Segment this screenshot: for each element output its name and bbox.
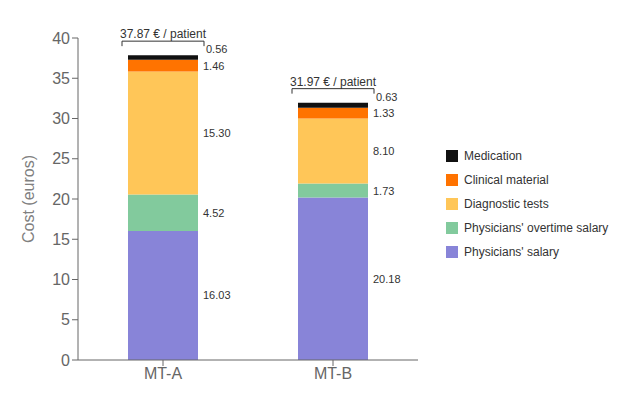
svg-text:35: 35 bbox=[52, 70, 70, 87]
svg-text:10: 10 bbox=[52, 271, 70, 288]
svg-text:37.87 € / patient: 37.87 € / patient bbox=[120, 27, 207, 41]
svg-text:0.63: 0.63 bbox=[376, 91, 397, 103]
svg-text:0.56: 0.56 bbox=[206, 43, 227, 55]
svg-text:8.10: 8.10 bbox=[373, 145, 394, 157]
svg-text:30: 30 bbox=[52, 110, 70, 127]
html-text:Clinical material: Clinical material bbox=[464, 173, 549, 187]
html-text:Physicians' salary: Physicians' salary bbox=[464, 245, 559, 259]
svg-text:20: 20 bbox=[52, 191, 70, 208]
svg-text:20.18: 20.18 bbox=[373, 273, 401, 285]
svg-text:Cost (euros): Cost (euros) bbox=[20, 155, 37, 243]
svg-text:15.30: 15.30 bbox=[203, 127, 231, 139]
svg-text:1.46: 1.46 bbox=[203, 60, 224, 72]
svg-text:16.03: 16.03 bbox=[203, 289, 231, 301]
svg-text:31.97 € / patient: 31.97 € / patient bbox=[290, 75, 377, 89]
svg-text:MT-A: MT-A bbox=[144, 365, 183, 382]
svg-text:15: 15 bbox=[52, 231, 70, 248]
html-text:Physicians' overtime salary: Physicians' overtime salary bbox=[464, 221, 609, 235]
svg-text:0: 0 bbox=[61, 352, 70, 369]
svg-text:5: 5 bbox=[61, 311, 70, 328]
svg-text:25: 25 bbox=[52, 150, 70, 167]
html-text:Medication: Medication bbox=[464, 149, 522, 163]
html-text:Diagnostic tests: Diagnostic tests bbox=[464, 197, 549, 211]
svg-text:MT-B: MT-B bbox=[314, 365, 352, 382]
svg-text:1.33: 1.33 bbox=[373, 107, 394, 119]
svg-text:40: 40 bbox=[52, 30, 70, 47]
svg-text:4.52: 4.52 bbox=[203, 207, 224, 219]
svg-text:1.73: 1.73 bbox=[373, 185, 394, 197]
